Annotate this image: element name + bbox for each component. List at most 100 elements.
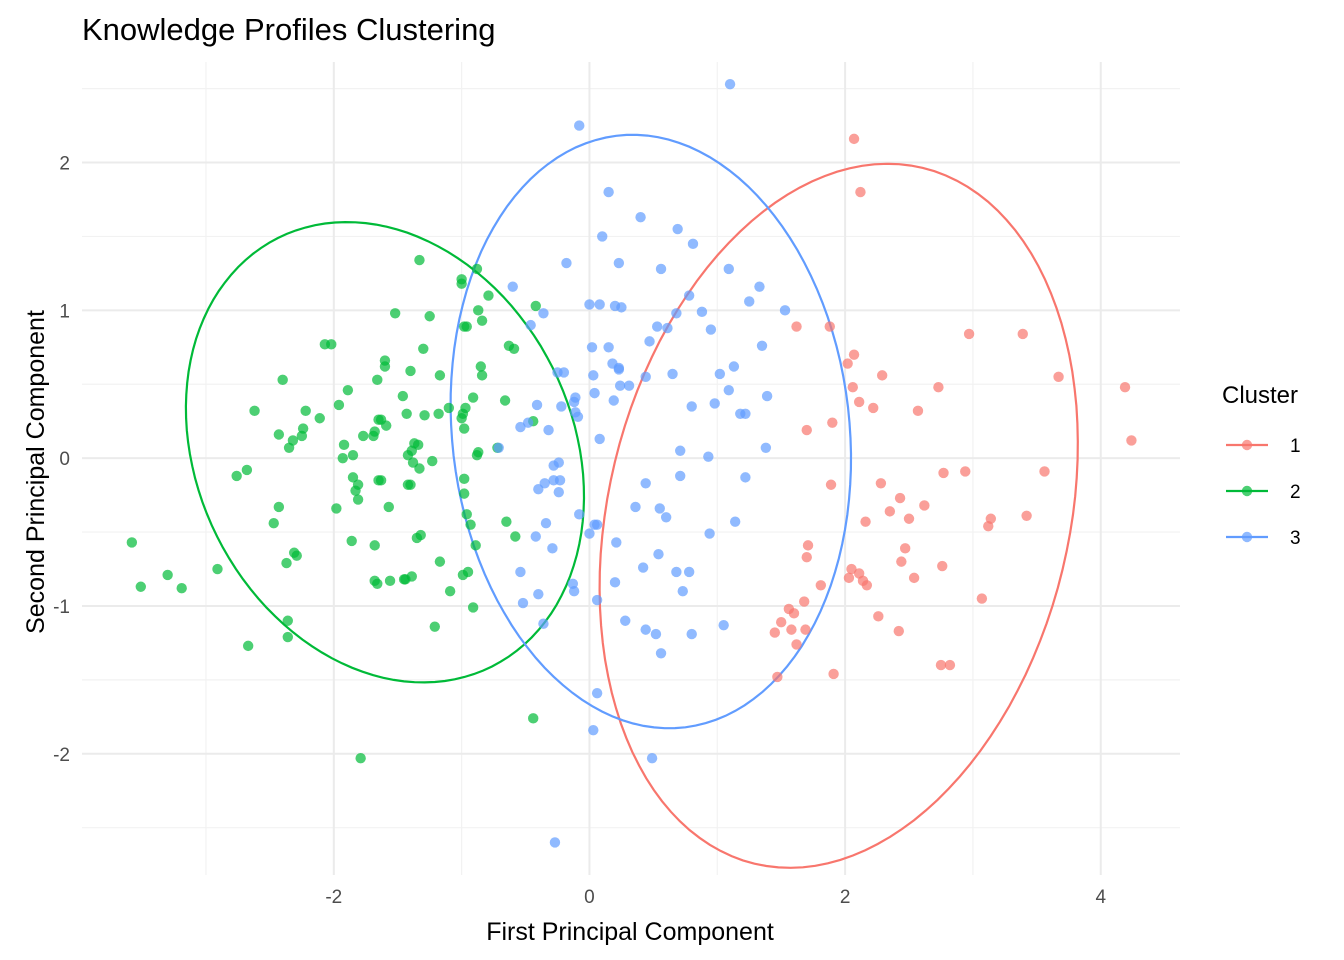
cluster-3-point: [584, 528, 595, 539]
y-tick-label: -2: [53, 745, 70, 766]
cluster-3-point: [611, 537, 622, 548]
cluster-2-point: [333, 399, 345, 411]
legend: Cluster 1 2 3: [1222, 382, 1301, 549]
cluster-3-point: [515, 566, 526, 578]
legend-label-3: 3: [1290, 528, 1301, 549]
cluster-3-point: [662, 322, 673, 334]
cluster-3-point: [591, 594, 603, 606]
cluster-2-point: [372, 578, 383, 589]
cluster-2-point: [434, 370, 446, 381]
cluster-1-point: [828, 668, 839, 680]
cluster-3-point: [620, 615, 631, 626]
cluster-1-point: [919, 500, 930, 511]
cluster-1-point: [769, 627, 781, 638]
cluster-3-point: [603, 186, 614, 198]
cluster-1-point: [903, 513, 915, 524]
cluster-2-point: [501, 516, 512, 527]
cluster-1-point: [791, 639, 802, 650]
cluster-2-point: [375, 475, 387, 486]
cluster-2-point: [300, 405, 311, 417]
cluster-2-point: [405, 365, 416, 377]
cluster-1-point: [1126, 435, 1137, 446]
cluster-3-point: [703, 451, 714, 462]
cluster-3-point: [630, 501, 641, 513]
cluster-3-point: [533, 588, 544, 600]
cluster-2-point: [414, 254, 425, 266]
cluster-2-point: [291, 550, 302, 561]
cluster-2-point: [283, 442, 295, 454]
cluster-3-point: [672, 223, 683, 235]
cluster-2-point: [162, 569, 173, 581]
cluster-2-point: [212, 563, 223, 575]
cluster-2-point: [352, 494, 364, 505]
cluster-3-point: [729, 516, 741, 527]
y-tick-label: 2: [59, 154, 70, 175]
cluster-3-point: [530, 531, 541, 542]
cluster-1-point: [875, 478, 887, 489]
cluster-3-point: [644, 336, 655, 347]
cluster-3-point: [517, 597, 529, 609]
legend-label-1: 1: [1290, 436, 1301, 457]
x-tick-label: 0: [584, 887, 595, 908]
cluster-3-point: [608, 395, 619, 406]
cluster-3-point: [572, 411, 584, 422]
cluster-1-point: [960, 466, 971, 477]
cluster-3-point: [709, 398, 720, 409]
cluster-1-ellipse: [598, 162, 1079, 869]
cluster-1-point: [791, 321, 802, 332]
cluster-1-point: [933, 382, 944, 393]
cluster-2-point: [405, 479, 416, 490]
cluster-2-point: [465, 519, 476, 530]
cluster-2-point: [473, 305, 484, 316]
cluster-2-point: [467, 602, 479, 613]
cluster-3-point: [779, 305, 791, 316]
cluster-3-point: [744, 296, 755, 307]
x-axis-ticks: -2 0 2 4: [325, 887, 1106, 908]
cluster-2-point: [347, 449, 359, 461]
legend-key-point-3: [1241, 531, 1253, 543]
cluster-1-point: [1039, 466, 1050, 477]
cluster-3-point: [589, 387, 600, 399]
cluster-1-point: [896, 556, 907, 567]
cluster-3-point: [574, 120, 585, 131]
cluster-2-point: [331, 503, 342, 514]
cluster-2-point: [242, 640, 254, 652]
y-axis-ticks: -2 -1 0 1 2: [53, 154, 70, 766]
cluster-2-point: [346, 535, 357, 547]
cluster-3-point: [677, 585, 688, 597]
cluster-1-point: [801, 551, 812, 563]
cluster-3-point: [667, 368, 678, 380]
cluster-2-point: [427, 455, 438, 467]
cluster-3-point: [616, 302, 627, 313]
cluster-3-point: [640, 624, 651, 635]
cluster-2-point: [176, 583, 187, 594]
cluster-3-point: [493, 442, 504, 454]
cluster-3-point: [640, 478, 651, 489]
cluster-3-point: [687, 238, 699, 250]
cluster-2-point: [467, 392, 479, 403]
cluster-3-point: [591, 519, 603, 530]
cluster-3-point: [637, 562, 649, 573]
cluster-1-point: [801, 424, 812, 436]
cluster-2-point: [383, 501, 394, 513]
x-tick-label: 2: [840, 887, 851, 908]
cluster-3-point: [584, 299, 595, 310]
cluster-2-point: [530, 300, 541, 312]
y-tick-label: 1: [59, 301, 70, 322]
plot-grid: [82, 62, 1180, 875]
cluster-1-point: [772, 671, 783, 683]
cluster-3-point: [675, 445, 686, 456]
cluster-2-point: [510, 531, 521, 542]
cluster-2-point: [126, 537, 138, 548]
cluster-3-point: [568, 585, 580, 597]
cluster-3-point: [654, 503, 665, 514]
cluster-3-point: [724, 78, 736, 90]
cluster-3-point: [554, 475, 566, 486]
cluster-3-point: [655, 648, 667, 659]
cluster-1-point: [1119, 382, 1131, 393]
cluster-3-point: [609, 577, 621, 588]
cluster-1-point: [893, 625, 904, 637]
cluster-1-point: [827, 417, 838, 428]
cluster-ellipses: [184, 133, 1079, 869]
